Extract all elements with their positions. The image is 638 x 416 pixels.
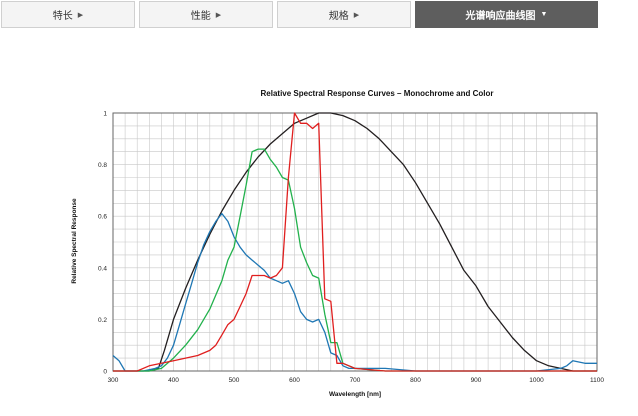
chart-title: Relative Spectral Response Curves – Mono… [261,89,494,98]
x-tick-label: 800 [410,377,421,384]
x-tick-label: 600 [289,377,300,384]
x-tick-label: 400 [168,377,179,384]
tab-spectral-response[interactable]: 光谱响应曲线图 ▼ [415,1,598,28]
y-tick-label: 0 [103,369,107,376]
chevron-right-icon: ▶ [215,11,222,19]
chevron-right-icon: ▶ [353,11,360,19]
y-tick-label: 0.8 [98,162,107,169]
chevron-right-icon: ▶ [77,11,84,19]
x-tick-label: 1100 [590,377,604,384]
y-tick-label: 0.6 [98,214,107,221]
chart-grid [112,112,598,372]
series-line-4 [113,112,597,372]
axis-tick-labels: 300 400 500 600 700 800 900 1000 1100 0 0.2 0.4 0.6 0… [98,111,604,385]
tab-specifications-label: 规格 [328,11,349,22]
x-tick-label: 500 [229,377,240,384]
y-tick-label: 0.4 [98,265,107,272]
x-tick-label: 1000 [529,377,544,384]
x-tick-label: 900 [471,377,482,384]
series-line-1 [113,112,597,372]
plot-frame [112,112,598,372]
x-tick-label: 300 [108,377,119,384]
tab-performance[interactable]: 性能 ▶ [139,1,273,28]
y-tick-label: 0.2 [98,317,107,324]
tab-bar: 特长 ▶ 性能 ▶ 规格 ▶ 光谱响应曲线图 ▼ [0,0,638,30]
tab-specifications[interactable]: 规格 ▶ [277,1,411,28]
tab-features-label: 特长 [52,11,73,22]
tab-performance-label: 性能 [190,11,211,22]
y-axis-label: Relative Spectral Response [71,198,78,284]
tab-features[interactable]: 特长 ▶ [1,1,135,28]
series-lines [112,112,597,372]
chevron-down-icon: ▼ [540,11,548,18]
x-tick-label: 700 [350,377,361,384]
x-axis-label: Wavelength [nm] [329,391,381,398]
tab-spectral-response-label: 光谱响应曲线图 [465,11,536,22]
y-tick-label: 1 [103,111,107,118]
